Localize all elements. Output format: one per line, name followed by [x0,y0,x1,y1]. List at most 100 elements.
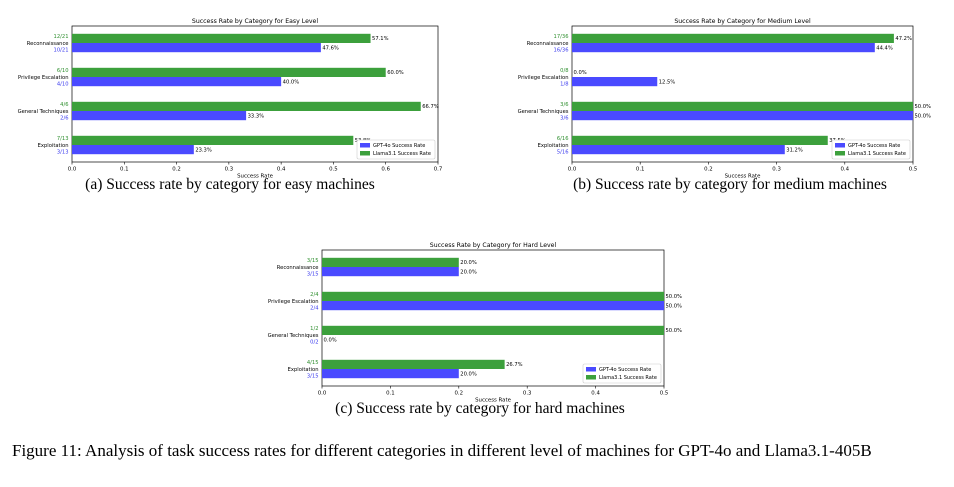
plot-frame [571,25,914,163]
category-label: Privilege Escalation [268,299,318,305]
llama-bar [572,33,894,43]
llama-bar [72,33,371,43]
medium-level-chart: Success Rate by Category for Medium Leve… [512,14,942,180]
x-tick-label: 0.0 [568,167,577,173]
caption-hard: (c) Success rate by category for hard ma… [335,400,625,417]
gpt-value-label: 20.0% [460,269,477,275]
llama-fraction-label: 6/10 [57,68,69,74]
gpt-fraction-label: 1/8 [560,82,568,88]
x-tick-label: 0.2 [704,167,713,173]
legend-llama-swatch [586,375,596,380]
x-axis-label: Success Rate [725,174,761,180]
gpt-fraction-label: 2/4 [310,306,319,312]
x-tick-label: 0.4 [841,167,850,173]
gpt-value-label: 23.3% [195,147,212,153]
llama-fraction-label: 17/36 [554,34,569,40]
gpt-bar [572,43,875,53]
gpt-value-label: 31.2% [786,147,803,153]
legend-llama-label: Llama3.1 Success Rate [599,375,657,381]
gpt-bar [322,369,459,379]
llama-value-label: 50.0% [666,294,683,300]
gpt-fraction-label: 10/21 [54,48,69,54]
x-axis-label: Success Rate [475,398,511,404]
gpt-bar [72,43,321,53]
caption-easy: (a) Success rate by category for easy ma… [85,176,375,193]
chart-title: Success Rate by Category for Hard Level [430,242,557,249]
category-label: Exploitation [538,143,569,149]
gpt-bar [572,145,785,155]
plot-frame [71,25,439,163]
category-label: General Techniques [18,109,69,115]
llama-fraction-label: 1/2 [310,326,318,332]
gpt-value-label: 0.0% [324,337,337,343]
chart-title: Success Rate by Category for Easy Level [192,18,318,25]
llama-fraction-label: 12/21 [54,34,69,40]
x-tick-label: 0.0 [68,167,77,173]
legend-box [582,363,662,384]
category-label: Reconnaissance [277,265,319,271]
gpt-bar [572,77,658,87]
legend-llama-label: Llama3.1 Success Rate [373,151,431,157]
llama-value-label: 66.7% [422,104,439,110]
gpt-fraction-label: 0/2 [310,340,318,346]
llama-value-label: 60.0% [387,70,404,76]
llama-fraction-label: 4/15 [307,360,319,366]
gpt-fraction-label: 3/6 [560,116,568,122]
category-label: General Techniques [268,333,319,339]
legend-llama-swatch [835,151,845,156]
llama-fraction-label: 0/8 [560,68,568,74]
gpt-fraction-label: 3/15 [307,272,319,278]
gpt-value-label: 33.3% [248,113,265,119]
gpt-bar [572,111,913,121]
category-label: Privilege Escalation [518,75,568,81]
x-tick-label: 0.4 [277,167,286,173]
plot-frame [321,249,665,387]
gpt-value-label: 20.0% [460,371,477,377]
gpt-fraction-label: 5/16 [557,150,569,156]
legend-gpt-swatch [360,143,370,148]
llama-bar [72,135,354,145]
legend-gpt-label: GPT-4o Success Rate [848,143,900,149]
x-tick-label: 0.1 [120,167,129,173]
caption-medium: (b) Success rate by category for medium … [573,176,887,193]
legend-gpt-swatch [835,143,845,148]
x-tick-label: 0.2 [455,391,464,397]
hard-level-chart: Success Rate by Category for Hard Level 0… [262,238,692,404]
gpt-bar [72,77,282,87]
llama-bar [572,101,913,111]
x-tick-label: 0.5 [329,167,338,173]
x-tick-label: 0.3 [772,167,781,173]
x-tick-label: 0.6 [381,167,390,173]
gpt-bar [322,301,664,311]
x-axis-label: Success Rate [237,174,273,180]
gpt-bar [72,111,247,121]
llama-bar [322,359,505,369]
legend-llama-swatch [360,151,370,156]
legend-gpt-swatch [586,367,596,372]
chart-title: Success Rate by Category for Medium Leve… [674,18,811,25]
llama-bar [72,101,421,111]
x-tick-label: 0.4 [591,391,600,397]
gpt-fraction-label: 2/6 [60,116,68,122]
llama-bar [322,291,664,301]
x-tick-label: 0.2 [172,167,181,173]
llama-value-label: 0.0% [574,70,587,76]
x-tick-label: 0.3 [523,391,532,397]
chart-svg: Success Rate by Category for Easy Level 0… [18,18,443,180]
category-label: Reconnaissance [27,41,69,47]
gpt-value-label: 50.0% [666,303,683,309]
gpt-fraction-label: 4/10 [57,82,69,88]
gpt-value-label: 12.5% [659,79,676,85]
category-label: Privilege Escalation [18,75,68,81]
llama-bar [572,135,828,145]
llama-fraction-label: 7/13 [57,136,69,142]
category-label: Exploitation [38,143,69,149]
llama-value-label: 26.7% [506,362,523,368]
x-tick-label: 0.1 [636,167,645,173]
gpt-fraction-label: 3/13 [57,150,69,156]
llama-value-label: 20.0% [460,260,477,266]
x-tick-label: 0.5 [660,391,669,397]
gpt-value-label: 47.6% [322,45,339,51]
chart-svg: Success Rate by Category for Medium Leve… [518,18,931,180]
legend-box [831,139,911,160]
